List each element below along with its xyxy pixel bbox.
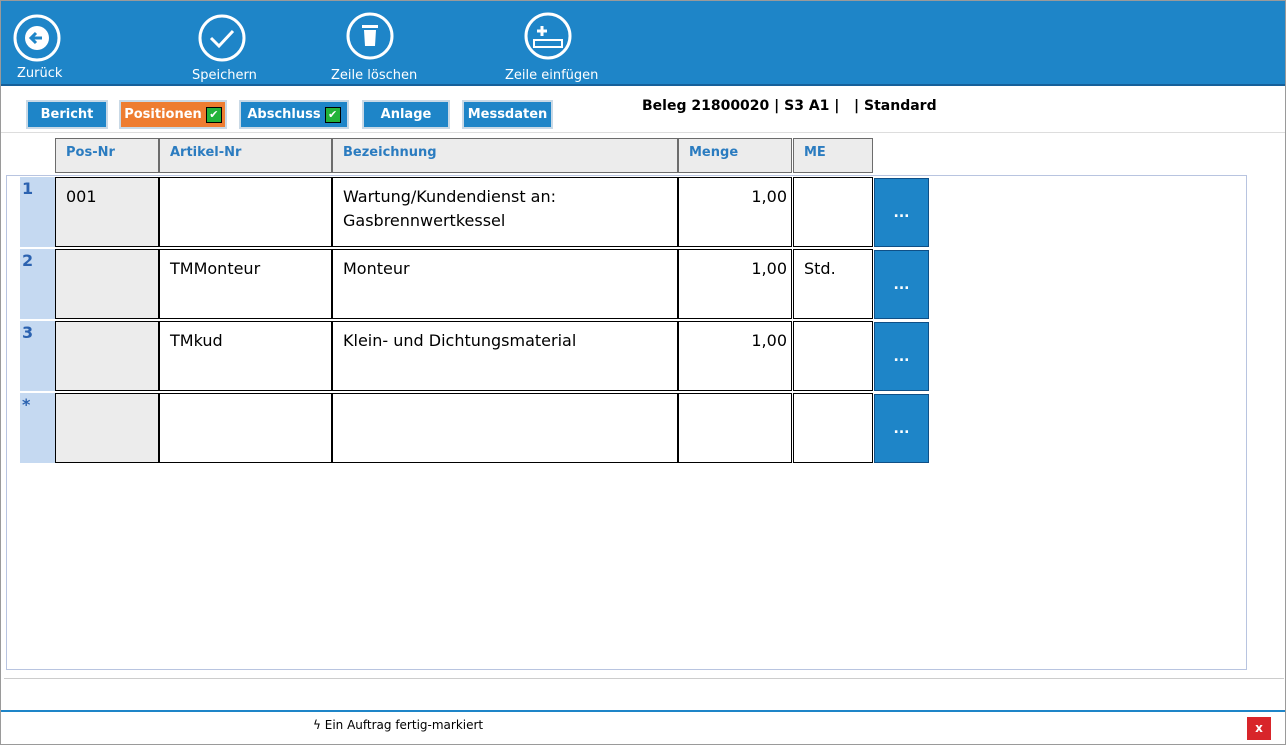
- table-cell[interactable]: [332, 393, 678, 463]
- row-action-button[interactable]: ...: [874, 250, 929, 319]
- back-label[interactable]: Zurück: [17, 66, 63, 81]
- check-icon: ✔: [324, 106, 341, 123]
- tab[interactable]: Messdaten: [462, 100, 553, 129]
- table-cell[interactable]: 001: [55, 177, 159, 247]
- back-icon[interactable]: [13, 14, 61, 62]
- column-header[interactable]: Bezeichnung: [332, 138, 678, 173]
- row-action-button[interactable]: ...: [874, 178, 929, 247]
- tab-label: Messdaten: [467, 107, 548, 122]
- tab-label: Anlage: [380, 107, 432, 122]
- table-cell[interactable]: Klein- und Dichtungsmaterial: [332, 321, 678, 391]
- tab-label: Positionen: [124, 107, 202, 122]
- delete-row-label[interactable]: Zeile löschen: [331, 68, 418, 83]
- separator: [4, 678, 1284, 679]
- row-marker: 3: [20, 321, 55, 391]
- status-line: [1, 710, 1285, 712]
- table-cell[interactable]: 1,00: [678, 177, 792, 247]
- tab[interactable]: Positionen ✔: [119, 100, 227, 129]
- close-button[interactable]: x: [1247, 717, 1271, 740]
- table-cell[interactable]: [678, 393, 792, 463]
- table-cell[interactable]: [55, 393, 159, 463]
- document-info: Beleg 21800020 | S3 A1 | | Standard: [642, 98, 937, 114]
- row-marker: 1: [20, 177, 55, 247]
- table-cell[interactable]: [793, 393, 873, 463]
- row-action-button[interactable]: ...: [874, 394, 929, 463]
- table-cell[interactable]: 1,00: [678, 321, 792, 391]
- save-label[interactable]: Speichern: [192, 68, 257, 83]
- separator: [1, 132, 1285, 133]
- table-cell[interactable]: [55, 321, 159, 391]
- status-message: ϟ Ein Auftrag fertig-markiert: [313, 718, 484, 732]
- column-header[interactable]: Pos-Nr: [55, 138, 159, 173]
- grid-area: [6, 175, 1247, 670]
- column-header[interactable]: Menge: [678, 138, 792, 173]
- save-icon[interactable]: [198, 14, 246, 62]
- check-icon: ✔: [205, 106, 222, 123]
- row-action-button[interactable]: ...: [874, 322, 929, 391]
- tab-label: Bericht: [40, 107, 94, 122]
- table-cell[interactable]: Monteur: [332, 249, 678, 319]
- row-marker: *: [20, 393, 55, 463]
- table-cell[interactable]: [55, 249, 159, 319]
- insert-row-label[interactable]: Zeile einfügen: [505, 68, 599, 83]
- tab[interactable]: Anlage: [362, 100, 450, 129]
- tab[interactable]: Bericht: [26, 100, 108, 129]
- toolbar: Zurück Speichern Zeile löschen Zeile ein…: [1, 1, 1285, 86]
- table-cell[interactable]: TMMonteur: [159, 249, 332, 319]
- tab-label: Abschluss: [247, 107, 321, 122]
- table-cell[interactable]: Wartung/Kundendienst an: Gasbrennwertkes…: [332, 177, 678, 247]
- table-cell[interactable]: TMkud: [159, 321, 332, 391]
- table-cell[interactable]: [159, 177, 332, 247]
- column-header[interactable]: ME: [793, 138, 873, 173]
- row-marker: 2: [20, 249, 55, 319]
- delete-row-icon[interactable]: [346, 12, 394, 60]
- table-cell[interactable]: Std.: [793, 249, 873, 319]
- table-cell[interactable]: [793, 321, 873, 391]
- column-header[interactable]: Artikel-Nr: [159, 138, 332, 173]
- table-cell[interactable]: [159, 393, 332, 463]
- table-cell[interactable]: [793, 177, 873, 247]
- table-cell[interactable]: 1,00: [678, 249, 792, 319]
- tab[interactable]: Abschluss ✔: [239, 100, 349, 129]
- insert-row-icon[interactable]: [524, 12, 572, 60]
